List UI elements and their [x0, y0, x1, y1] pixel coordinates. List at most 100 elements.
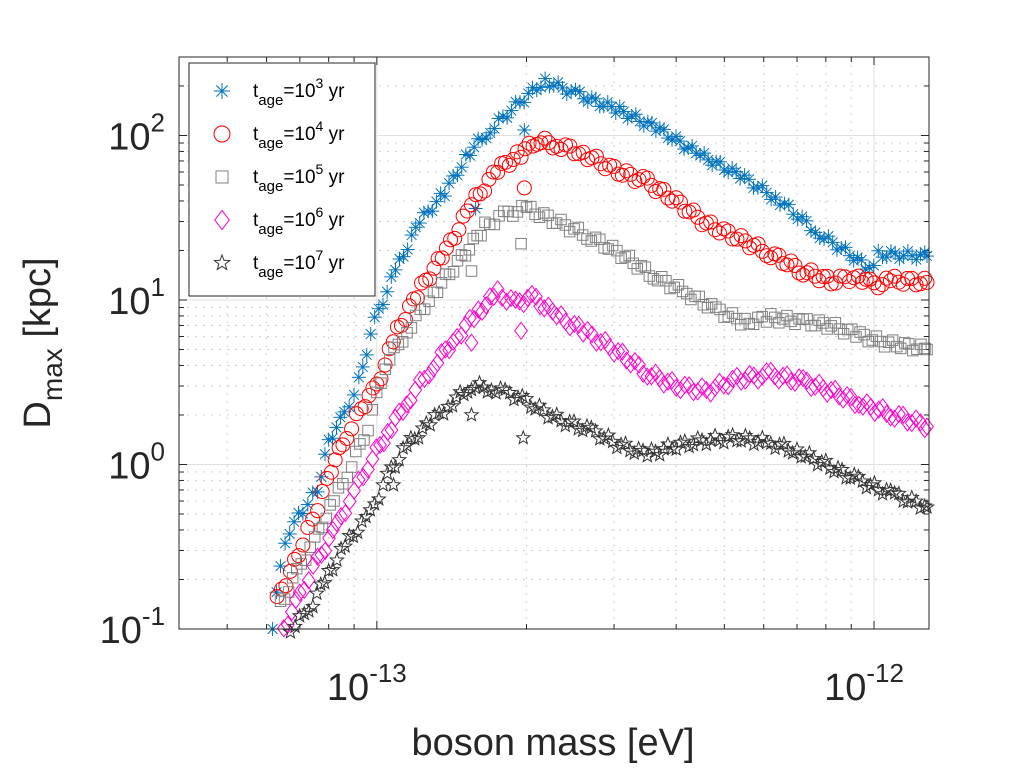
data-point [418, 303, 431, 315]
data-point [437, 189, 452, 204]
data-point [632, 355, 646, 375]
data-point [373, 371, 389, 387]
data-point [838, 240, 853, 255]
data-point [507, 210, 519, 222]
data-point [312, 523, 325, 535]
data-point [410, 309, 422, 322]
data-point [747, 318, 760, 331]
data-point [623, 249, 635, 262]
data-point [434, 342, 449, 362]
data-point [767, 367, 782, 386]
data-point [287, 551, 303, 567]
data-point [282, 526, 297, 541]
data-point [640, 367, 655, 386]
data-point [291, 548, 307, 564]
data-point [512, 292, 527, 311]
data-point [546, 78, 561, 93]
data-point [462, 308, 477, 328]
data-point [520, 288, 535, 308]
data-point [375, 377, 387, 389]
data-point [400, 242, 415, 257]
data-point [659, 435, 676, 452]
data-point [594, 233, 606, 246]
data-point [433, 186, 448, 201]
y-tick-label: 102 [108, 107, 165, 158]
data-point [467, 309, 482, 329]
data-point [791, 265, 807, 281]
data-point [455, 208, 471, 224]
data-point [504, 288, 518, 308]
data-point [396, 249, 411, 264]
data-point [392, 252, 407, 267]
data-point [886, 334, 899, 346]
data-point [664, 193, 680, 209]
data-point [784, 444, 801, 460]
data-point [581, 233, 593, 245]
data-point [383, 353, 396, 366]
data-point [792, 368, 806, 387]
data-point [652, 120, 667, 135]
data-point [430, 251, 446, 267]
legend-label: tage=105 yr [253, 161, 345, 195]
data-point [813, 314, 825, 326]
legend-label-unit: yr [323, 124, 345, 145]
data-point [459, 250, 472, 262]
data-point [487, 121, 502, 136]
y-tick-label-exp: 2 [151, 107, 165, 137]
data-point [895, 276, 911, 292]
data-point [286, 618, 304, 634]
data-point [781, 309, 793, 322]
data-point [801, 313, 813, 325]
data-point [576, 324, 591, 343]
data-point [808, 377, 823, 396]
data-point [438, 240, 454, 256]
data-point [604, 433, 621, 449]
x-tick-label: 10-13 [327, 658, 407, 709]
data-point [741, 429, 758, 446]
data-point [554, 305, 569, 324]
legend-label-exp: 6 [316, 204, 324, 220]
data-point [759, 362, 774, 381]
data-point [921, 343, 933, 356]
data-point [373, 435, 387, 455]
data-point [585, 235, 598, 247]
data-point [422, 366, 436, 385]
data-point [918, 498, 936, 515]
data-point [278, 578, 294, 594]
data-point [677, 203, 693, 219]
data-point [775, 366, 790, 386]
data-point [565, 412, 583, 429]
data-point [729, 231, 745, 247]
data-point [511, 206, 524, 218]
legend-label-sub: age [258, 221, 283, 238]
data-point [497, 154, 513, 170]
data-point-outlier [517, 122, 532, 137]
data-point [535, 401, 552, 417]
legend-label-sub: age [258, 92, 283, 109]
data-point [854, 472, 871, 489]
data-point [564, 83, 579, 98]
data-point [284, 602, 299, 621]
data-point [562, 317, 577, 337]
data-point [521, 135, 537, 151]
data-point [527, 400, 544, 416]
data-point [718, 311, 730, 323]
data-point [362, 424, 374, 437]
data-point [520, 201, 533, 214]
data-point [346, 387, 361, 402]
data-point [375, 297, 390, 312]
data-point [370, 386, 383, 399]
data-point [366, 495, 383, 511]
data-point [886, 484, 903, 500]
data-point [479, 131, 494, 146]
legend-label-exp: 7 [316, 247, 324, 263]
data-point [358, 508, 375, 524]
data-point [907, 344, 919, 357]
data-point [587, 422, 604, 438]
data-point [589, 333, 604, 352]
data-point [417, 369, 432, 389]
data-point [909, 409, 924, 428]
data-point [325, 520, 340, 540]
data-point [475, 132, 490, 147]
data-point [431, 286, 444, 299]
